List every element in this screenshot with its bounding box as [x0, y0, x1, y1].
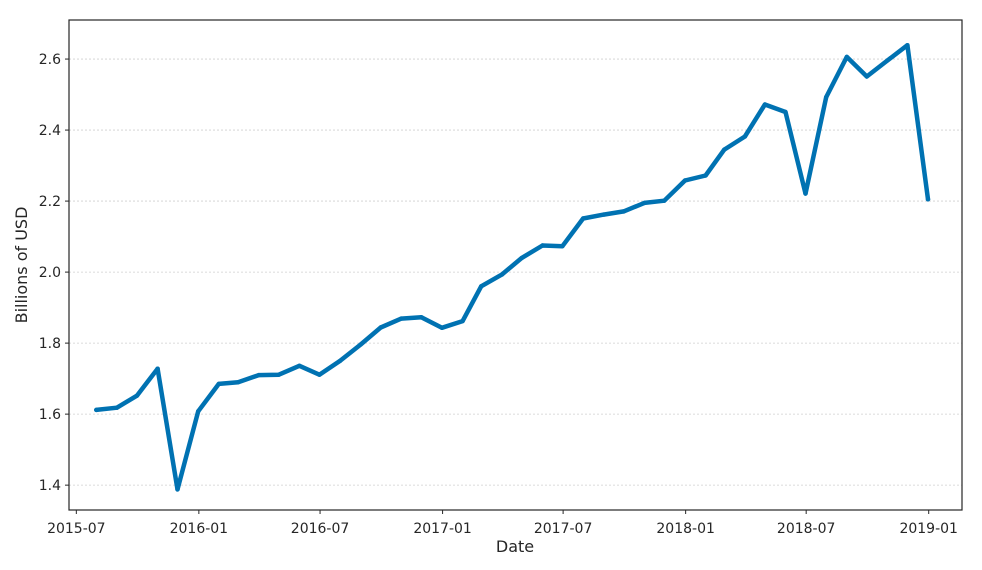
y-tick-label: 2.0	[39, 265, 61, 281]
y-axis: 1.4 1.6 1.8 2.0 2.2 2.4 2.6	[39, 52, 69, 494]
data-point	[864, 74, 869, 79]
data-point	[337, 358, 343, 364]
data-point	[642, 200, 647, 206]
data-point	[844, 54, 849, 60]
x-axis: 2015-07 2016-01 2016-07 2017-01 2017-07 2018-…	[47, 510, 958, 537]
grid-lines	[69, 58, 962, 486]
x-tick-label: 2018-01	[656, 521, 715, 537]
data-point	[134, 393, 140, 398]
data-point	[196, 409, 201, 414]
data-point	[722, 147, 727, 152]
data-point	[519, 255, 524, 261]
x-axis-label: Date	[496, 537, 534, 556]
data-point	[783, 109, 788, 115]
x-tick-label: 2016-07	[291, 521, 350, 537]
y-tick-label: 2.2	[39, 194, 61, 210]
data-point	[560, 244, 565, 249]
series-line	[94, 42, 931, 492]
data-point	[155, 366, 160, 371]
data-point	[399, 316, 404, 321]
data-point	[925, 197, 931, 202]
data-point	[114, 405, 120, 410]
x-tick-label: 2018-07	[777, 521, 836, 537]
data-point	[905, 43, 910, 48]
plot-frame	[68, 19, 963, 511]
x-tick-label: 2015-07	[47, 521, 106, 537]
y-tick-label: 1.8	[39, 336, 61, 352]
x-tick-label: 2017-01	[413, 521, 472, 537]
data-point	[439, 325, 445, 330]
y-tick-label: 1.6	[39, 407, 61, 423]
data-point	[479, 284, 484, 289]
y-axis-label: Billions of USD	[12, 207, 31, 324]
data-point	[317, 372, 322, 377]
x-tick-label: 2019-01	[899, 521, 958, 537]
data-point	[419, 315, 424, 320]
data-point	[621, 209, 626, 214]
data-point	[256, 372, 261, 378]
data-point	[460, 318, 465, 324]
data-point	[824, 94, 829, 100]
data-point	[276, 372, 281, 377]
data-point	[216, 381, 221, 387]
data-point	[662, 198, 667, 203]
data-point	[762, 102, 768, 107]
series-layer	[94, 42, 931, 492]
data-point	[499, 272, 504, 277]
data-point	[235, 380, 241, 385]
data-point	[703, 173, 708, 178]
data-point	[682, 178, 688, 183]
data-point	[885, 58, 890, 63]
data-point	[803, 191, 808, 196]
data-point	[540, 243, 545, 248]
data-point	[297, 363, 302, 368]
x-tick-label: 2016-01	[170, 521, 229, 537]
data-point	[601, 212, 606, 217]
y-tick-label: 1.4	[39, 478, 61, 494]
x-tick-label: 2017-07	[534, 521, 593, 537]
y-tick-label: 2.4	[39, 123, 61, 139]
data-point	[175, 487, 180, 492]
data-point	[580, 216, 586, 221]
y-tick-label: 2.6	[39, 52, 61, 68]
data-point	[742, 134, 748, 139]
data-point	[378, 325, 383, 330]
data-point	[358, 342, 363, 347]
data-point	[94, 407, 99, 413]
